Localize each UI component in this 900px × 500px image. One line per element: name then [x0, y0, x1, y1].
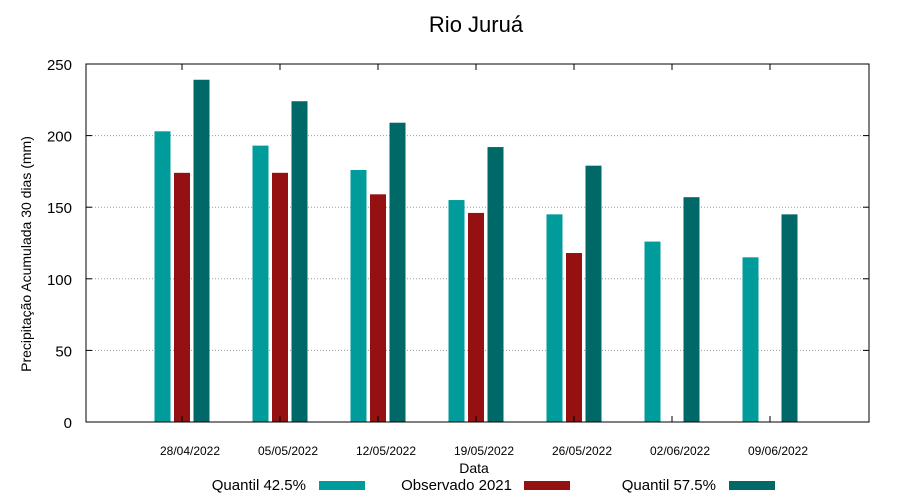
bar-observado-2021-4: [468, 212, 484, 422]
y-tick-label: 0: [64, 415, 72, 432]
bar-quantil-57-5-5: [585, 165, 602, 422]
bar-quantil-57-5-3: [389, 122, 406, 422]
bar-quantil-57-5-4: [487, 147, 504, 422]
bar-quantil-42-5-4: [448, 200, 465, 422]
legend-swatch-observado-2021: [524, 481, 570, 490]
bar-quantil-42-5-5: [546, 214, 563, 422]
x-tick-label: 28/04/2022: [160, 444, 220, 458]
bar-quantil-57-5-1: [193, 79, 210, 422]
y-tick-label: 250: [47, 57, 72, 74]
x-tick-label: 12/05/2022: [356, 444, 416, 458]
x-tick-label: 05/05/2022: [258, 444, 318, 458]
bar-quantil-42-5-2: [252, 145, 269, 422]
x-axis-ticks: 28/04/2022 05/05/2022 12/05/2022 19/05/2022…: [160, 64, 808, 458]
x-tick-label: 19/05/2022: [454, 444, 514, 458]
bar-quantil-57-5-7: [781, 214, 798, 422]
y-tick-label: 50: [55, 343, 72, 360]
chart-title: Rio Juruá: [429, 12, 524, 37]
x-axis-label: Data: [459, 460, 489, 476]
y-axis-label: Precipitação Acumulada 30 dias (mm): [18, 136, 34, 372]
y-tick-label: 150: [47, 200, 72, 217]
x-tick-label: 02/06/2022: [650, 444, 710, 458]
bar-observado-2021-1: [174, 172, 190, 422]
plot-frame: [85, 63, 870, 423]
bar-observado-2021-3: [370, 194, 386, 422]
legend-swatch-quantil-57-5: [729, 481, 775, 490]
bar-quantil-42-5-7: [742, 257, 759, 422]
x-tick-label: 09/06/2022: [748, 444, 808, 458]
x-tick-label: 26/05/2022: [552, 444, 612, 458]
bar-quantil-57-5-6: [683, 197, 700, 422]
y-tick-label: 100: [47, 272, 72, 289]
y-axis-ticks: 0 50 100 150 200 250: [47, 57, 869, 432]
bar-quantil-42-5-3: [350, 169, 367, 422]
legend-label-quantil-57-5: Quantil 57.5%: [622, 477, 716, 494]
bar-quantil-42-5-6: [644, 241, 661, 422]
bar-observado-2021-5: [566, 253, 582, 422]
bar-quantil-42-5-1: [154, 131, 171, 422]
y-tick-label: 200: [47, 129, 72, 146]
legend-label-observado-2021: Observado 2021: [401, 477, 512, 494]
bar-observado-2021-2: [272, 172, 288, 422]
legend: Quantil 42.5% Observado 2021 Quantil 57.5%: [212, 477, 775, 494]
bar-quantil-57-5-2: [291, 101, 308, 423]
bars: [154, 79, 798, 423]
legend-label-quantil-42-5: Quantil 42.5%: [212, 477, 306, 494]
legend-swatch-quantil-42-5: [319, 481, 365, 490]
